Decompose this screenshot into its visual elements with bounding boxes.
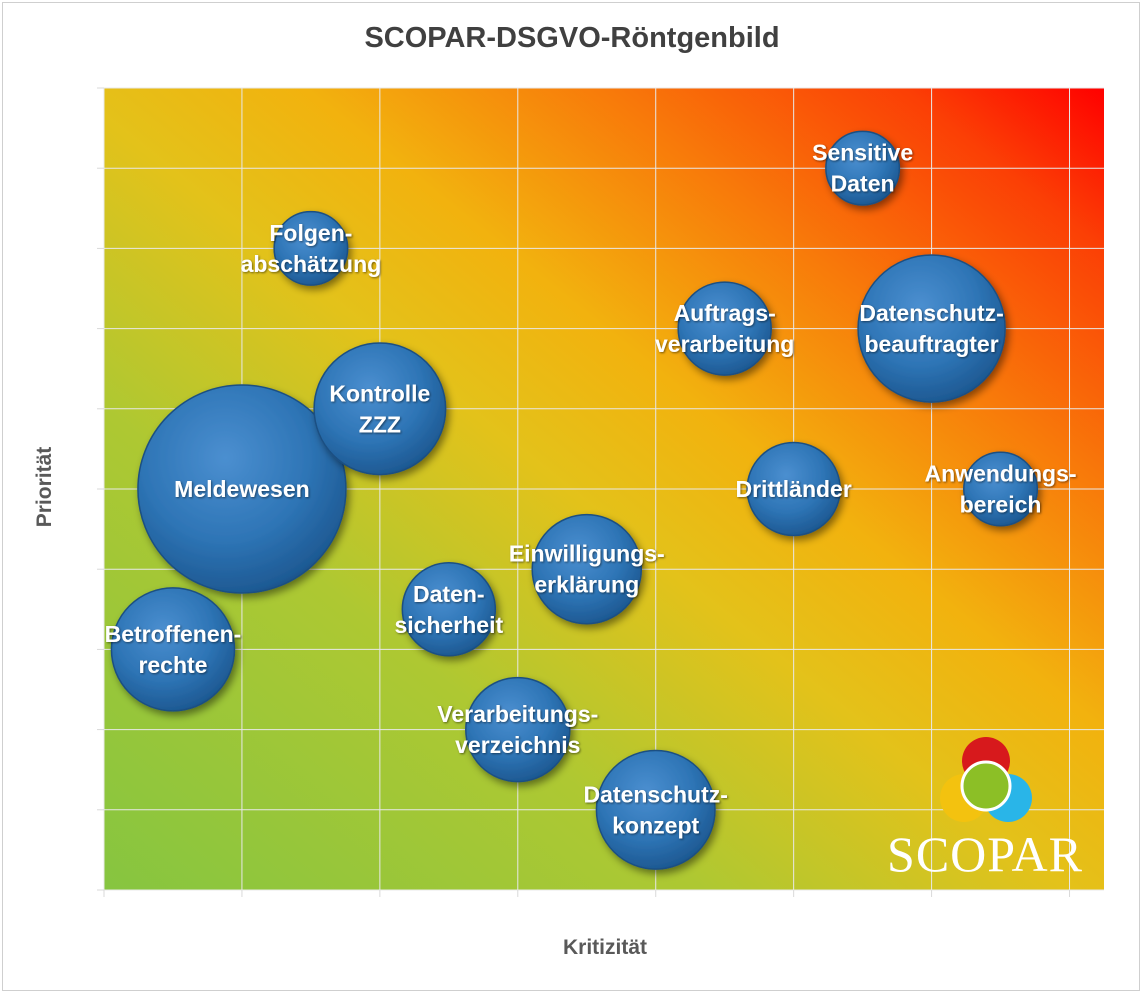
bubble-label: Daten xyxy=(831,171,895,197)
bubble-label: beauftragter xyxy=(864,331,998,357)
bubble-label: Datenschutz- xyxy=(859,300,1003,326)
bubble xyxy=(746,441,841,537)
bubble-label: Betroffenen- xyxy=(105,621,242,647)
bubble-label: Sensitive xyxy=(812,140,913,166)
bubble-label: erklärung xyxy=(534,572,639,598)
bubble-label: Anwendungs- xyxy=(925,461,1077,487)
axis-ticks xyxy=(97,87,1071,897)
bubble-label: Folgen- xyxy=(269,220,352,246)
bubble-label: Datenschutz- xyxy=(584,781,728,807)
bubble-label: verarbeitung xyxy=(655,331,794,357)
bubble-label: Daten- xyxy=(413,581,485,607)
bubble xyxy=(313,342,447,476)
bubble-label: rechte xyxy=(138,652,207,678)
bubble-label: Drittländer xyxy=(736,476,852,502)
bubble xyxy=(110,587,236,712)
chart-title: SCOPAR-DSGVO-Röntgenbild xyxy=(364,22,780,54)
bubble xyxy=(595,749,716,870)
bubble-label: Einwilligungs- xyxy=(509,541,665,567)
bubble-label: Kontrolle xyxy=(329,380,430,406)
bubble xyxy=(273,210,349,286)
bubble-label: abschätzung xyxy=(241,251,382,277)
bubble xyxy=(401,562,497,657)
bubble-label: ZZZ xyxy=(359,411,401,437)
bubble-label: Meldewesen xyxy=(174,476,310,502)
bubble-label: Verarbeitungs- xyxy=(437,701,598,727)
bubble xyxy=(857,254,1006,403)
bubble-label: verzeichnis xyxy=(455,732,580,758)
logo-circle-green xyxy=(960,760,1012,812)
scopar-logo xyxy=(940,737,1032,822)
logo-text: SCOPAR xyxy=(887,826,1083,882)
bubble-label: bereich xyxy=(960,492,1042,518)
bubble-label: Auftrags- xyxy=(674,300,776,326)
bubble-label: konzept xyxy=(612,812,699,838)
bubble-label: sicherheit xyxy=(394,612,503,638)
bubble xyxy=(137,384,347,594)
y-axis-label: Priorität xyxy=(33,446,56,528)
bubble xyxy=(963,451,1039,527)
bubble xyxy=(465,676,571,783)
bubbles: Meldewesen Datenschutz-beauftragter Kontro… xyxy=(105,130,1077,870)
x-axis-label: Kritizität xyxy=(563,936,647,959)
bubble xyxy=(825,130,901,206)
bubble xyxy=(677,281,772,376)
bubble xyxy=(531,513,643,625)
